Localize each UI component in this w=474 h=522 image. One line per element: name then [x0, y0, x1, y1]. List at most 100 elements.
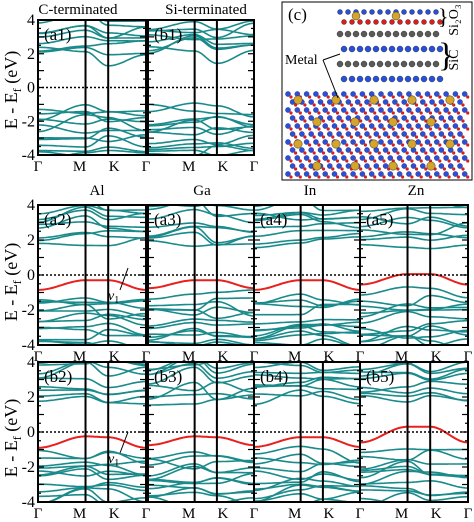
valence-band: [38, 150, 146, 155]
lattice-oxygen: [382, 111, 386, 115]
lattice-atom: [336, 163, 342, 169]
oxygen-atom: [381, 19, 387, 25]
valence-band: [148, 465, 254, 481]
valence-band: [148, 103, 254, 116]
lattice-oxygen: [349, 151, 353, 155]
valence-band: [148, 308, 254, 320]
lattice-oxygen: [377, 151, 381, 155]
x-tick-label: Γ: [34, 349, 43, 365]
lattice-oxygen: [396, 135, 400, 139]
valence-band: [38, 118, 146, 125]
lattice-metal: [445, 95, 455, 105]
lattice-atom: [387, 91, 394, 97]
x-tick-label: K: [217, 349, 228, 365]
lattice-atom: [429, 131, 435, 137]
lattice-oxygen: [414, 167, 419, 171]
valence-band: [38, 340, 98, 345]
oxygen-atom: [429, 19, 435, 25]
conduction-band: [38, 205, 146, 215]
lattice-oxygen: [424, 135, 428, 139]
conduction-band: [38, 221, 146, 229]
si-atom: [401, 9, 407, 15]
lattice-atom: [401, 147, 407, 153]
lattice-oxygen: [433, 135, 437, 139]
conduction-band: [38, 20, 146, 24]
lattice-atom: [317, 147, 324, 153]
y-tick-label: 2: [27, 389, 35, 406]
lattice-metal: [369, 95, 379, 105]
x-tick-label: Γ: [250, 506, 259, 522]
lattice-oxygen: [308, 111, 312, 115]
atom: [388, 75, 396, 83]
lattice-atom: [401, 115, 407, 121]
lattice-atom: [457, 131, 463, 137]
lattice-atom: [452, 91, 459, 97]
lattice-oxygen: [345, 175, 349, 179]
lattice-oxygen: [405, 119, 409, 123]
lattice-atom: [345, 147, 352, 153]
oxygen-atom: [389, 19, 395, 25]
lattice-atom: [461, 139, 468, 145]
oxygen-atom: [365, 19, 371, 25]
panel-b5: (b5) M K Γ: [359, 361, 473, 522]
lattice-oxygen: [433, 151, 437, 155]
valence-band: [148, 149, 254, 155]
conduction-band: [254, 232, 360, 245]
valence-band: [148, 327, 254, 341]
lattice-metal: [293, 95, 303, 105]
lattice-metal: [388, 161, 398, 171]
lattice-atom: [303, 107, 310, 113]
lattice-oxygen: [308, 175, 312, 179]
lattice-atom: [434, 107, 440, 113]
valence-band: [148, 331, 254, 339]
conduction-band: [148, 22, 254, 39]
lattice-atom: [359, 123, 366, 129]
lattice-oxygen: [442, 103, 446, 107]
atom: [344, 60, 352, 68]
y-tick-label: -2: [22, 302, 35, 319]
lattice-oxygen: [331, 119, 335, 123]
lattice-oxygen: [303, 103, 307, 107]
lattice-atom: [420, 99, 426, 105]
valence-band: [360, 458, 468, 470]
lattice-oxygen: [461, 119, 465, 123]
lattice-atom: [345, 131, 352, 137]
panel-bands: [360, 362, 468, 502]
lattice-atom: [364, 131, 370, 137]
lattice-atom: [461, 155, 468, 161]
v1-band: [38, 435, 146, 449]
v1-band: [38, 279, 146, 291]
x-tick-label: K: [217, 506, 228, 522]
valence-band: [254, 323, 360, 337]
valence-band: [148, 306, 254, 316]
lattice-oxygen: [373, 175, 377, 179]
valence-band: [360, 308, 468, 314]
lattice-atom: [452, 171, 459, 177]
conduction-band: [38, 362, 41, 363]
lattice-oxygen: [466, 159, 470, 163]
lattice-atom: [378, 171, 384, 177]
valence-band: [254, 331, 360, 342]
conduction-band: [254, 229, 360, 238]
lattice-atom: [452, 107, 459, 113]
lattice-atom: [461, 107, 468, 113]
conduction-band: [38, 385, 146, 396]
lattice-oxygen: [414, 103, 419, 107]
svg-text:E - Ef (eV): E - Ef (eV): [1, 399, 24, 477]
valence-band: [38, 298, 146, 304]
valence-band: [46, 487, 146, 502]
lattice-oxygen: [382, 159, 386, 163]
lattice-oxygen: [317, 127, 321, 131]
panel-bands: [148, 205, 254, 345]
lattice-oxygen: [377, 119, 381, 123]
si-atom: [425, 9, 431, 15]
lattice-oxygen: [312, 135, 316, 139]
si-atom: [385, 9, 391, 15]
lattice-atom: [420, 115, 426, 121]
lattice-oxygen: [452, 119, 456, 123]
lattice-oxygen: [452, 103, 456, 107]
lattice-oxygen: [298, 159, 302, 163]
lattice-atom: [401, 163, 407, 169]
lattice-atom: [341, 155, 347, 161]
lattice-oxygen: [363, 175, 367, 179]
